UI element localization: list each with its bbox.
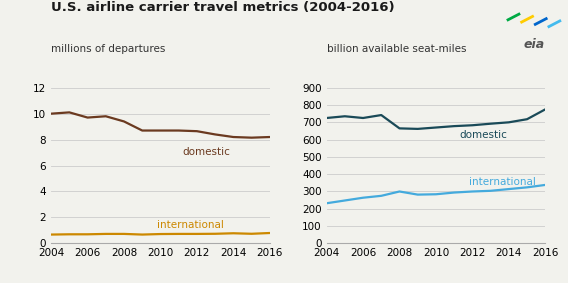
Text: millions of departures: millions of departures: [51, 44, 165, 54]
Text: domestic: domestic: [182, 147, 230, 156]
Text: international: international: [469, 177, 536, 186]
Text: billion available seat-miles: billion available seat-miles: [327, 44, 466, 54]
Text: international: international: [157, 220, 224, 230]
Text: eia: eia: [523, 38, 545, 51]
Text: domestic: domestic: [460, 130, 507, 140]
Text: U.S. airline carrier travel metrics (2004-2016): U.S. airline carrier travel metrics (200…: [51, 1, 395, 14]
